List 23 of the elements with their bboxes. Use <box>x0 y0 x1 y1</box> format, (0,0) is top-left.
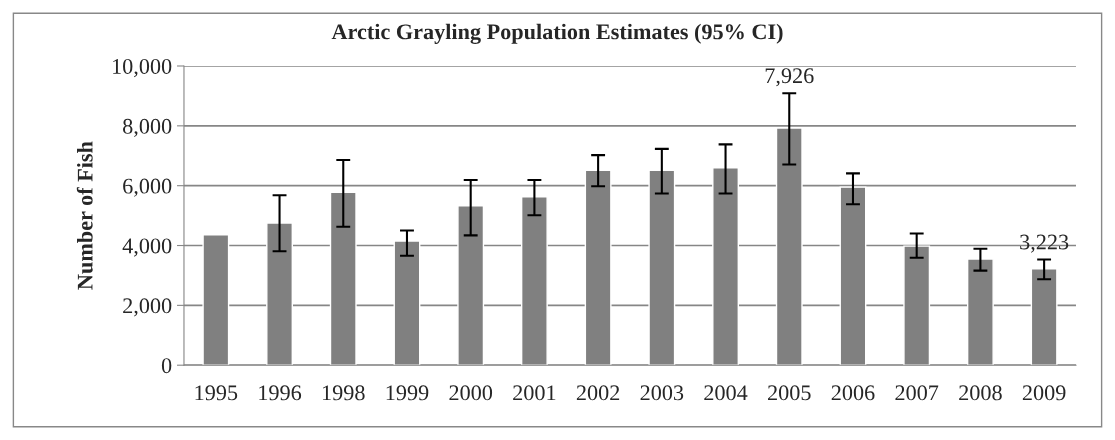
x-tick-label: 2008 <box>959 385 1002 401</box>
x-tick-label: 2006 <box>831 385 875 401</box>
x-tick-label: 1999 <box>386 385 429 401</box>
x-tick-label: 2002 <box>576 385 620 401</box>
y-tick-label: 6,000 <box>123 178 172 197</box>
y-tick-label: 10,000 <box>113 58 172 78</box>
chart-title: Arctic Grayling Population Estimates (95% CI) <box>331 23 783 44</box>
y-axis-title: Number of Fish <box>76 141 93 290</box>
x-tick-label: 2001 <box>513 385 556 401</box>
x-tick-label: 2005 <box>768 385 811 401</box>
y-tick-label: 4,000 <box>122 238 172 257</box>
x-tick-label: 2000 <box>449 385 493 401</box>
x-tick-label: 2003 <box>640 385 684 401</box>
x-tick-label: 1996 <box>259 385 302 401</box>
x-tick-label: 1995 <box>195 385 238 401</box>
x-tick-label: 1998 <box>322 385 365 401</box>
x-tick-label: 2009 <box>1022 385 1066 401</box>
data-label: 7,926 <box>765 68 814 87</box>
x-tick-label: 2007 <box>895 385 939 401</box>
x-tick-label: 2004 <box>704 385 748 401</box>
y-tick-label: 0 <box>161 358 172 374</box>
y-tick-label: 2,000 <box>123 298 172 317</box>
y-tick-label: 8,000 <box>123 118 172 137</box>
